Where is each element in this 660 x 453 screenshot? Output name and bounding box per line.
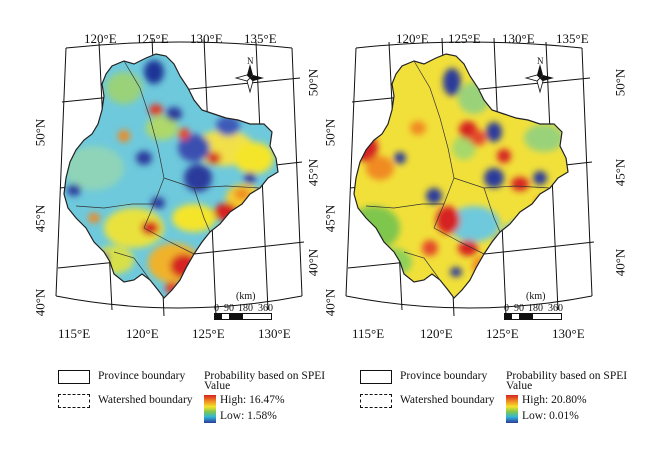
watershed-boundary-swatch [360,394,392,408]
left-top-lon-4: 135°E [244,31,277,46]
legend-title-line1: Probability based on SPEI [204,370,326,382]
right-lat-w-1: 50°N [322,118,338,147]
legend-high-label: High: 20.80% [522,394,587,406]
legend-title-line1: Probability based on SPEI [506,370,628,382]
right-scale-unit: (km) [526,291,546,302]
right-top-lon-2: 125°E [448,31,481,46]
right-bottom-lon-2: 120°E [420,326,453,341]
legend-title-line2: Value [204,380,231,392]
right-scale-360: 360 [548,303,563,314]
left-top-lon-2: 125°E [136,31,169,46]
right-top-lon-4: 135°E [556,31,589,46]
right-scale-bar [504,313,562,320]
legend-high-label: High: 16.47% [220,394,285,406]
left-watershed-lines [75,60,261,281]
left-scale-360: 360 [258,303,273,314]
right-bottom-lon-4: 130°E [552,326,585,341]
right-scale-180: 180 [528,303,543,314]
province-boundary-swatch [58,370,90,384]
left-scale-180: 180 [238,303,253,314]
right-north-arrow-icon [524,64,554,94]
left-north-label: N [247,56,254,66]
province-boundary-label: Province boundary [98,370,186,382]
right-top-lon-1: 120°E [396,31,429,46]
left-lat-e-1: 50°N [305,68,321,97]
watershed-boundary-label: Watershed boundary [98,394,193,406]
legend-color-ramp [506,395,518,423]
left-probability-map [54,28,305,324]
left-lat-w-1: 50°N [32,118,48,147]
right-bottom-lon-1: 115°E [352,326,385,341]
right-probability-map [344,28,595,324]
right-map-canvas [345,37,595,317]
right-lat-w-3: 40°N [322,288,338,317]
left-scale-0: 0 [214,303,219,314]
left-lat-e-2: 45°N [305,158,321,187]
left-bottom-lon-1: 115°E [58,326,91,341]
left-province-outline [63,53,279,299]
right-lat-e-2: 45°N [612,158,628,187]
left-top-lon-1: 120°E [84,31,117,46]
left-scale-unit: (km) [236,291,256,302]
right-lat-e-3: 40°N [612,248,628,277]
left-bottom-lon-3: 125°E [192,326,225,341]
left-top-lon-3: 130°E [190,31,223,46]
left-bottom-lon-4: 130°E [258,326,291,341]
right-province-outline [353,53,569,299]
legend-title-line2: Value [506,380,533,392]
left-scale-90: 90 [224,303,234,314]
right-scale-0: 0 [504,303,509,314]
right-watershed-lines [365,60,551,281]
left-north-arrow-icon [234,64,264,94]
legend-low-label: Low: 0.01% [522,410,579,422]
watershed-boundary-swatch [58,394,90,408]
right-scale-90: 90 [514,303,524,314]
left-bottom-lon-2: 120°E [126,326,159,341]
right-bottom-lon-3: 125°E [486,326,519,341]
right-lat-w-2: 45°N [322,204,338,233]
province-boundary-swatch [360,370,392,384]
legend-color-ramp [204,395,216,423]
watershed-boundary-label: Watershed boundary [400,394,495,406]
left-lat-w-3: 40°N [32,288,48,317]
province-boundary-label: Province boundary [400,370,488,382]
right-lat-e-1: 50°N [612,68,628,97]
left-scale-bar [214,313,272,320]
right-north-label: N [537,56,544,66]
left-lat-e-3: 40°N [305,248,321,277]
left-map-canvas [55,37,305,317]
legend-low-label: Low: 1.58% [220,410,277,422]
right-top-lon-3: 130°E [502,31,535,46]
left-lat-w-2: 45°N [32,204,48,233]
